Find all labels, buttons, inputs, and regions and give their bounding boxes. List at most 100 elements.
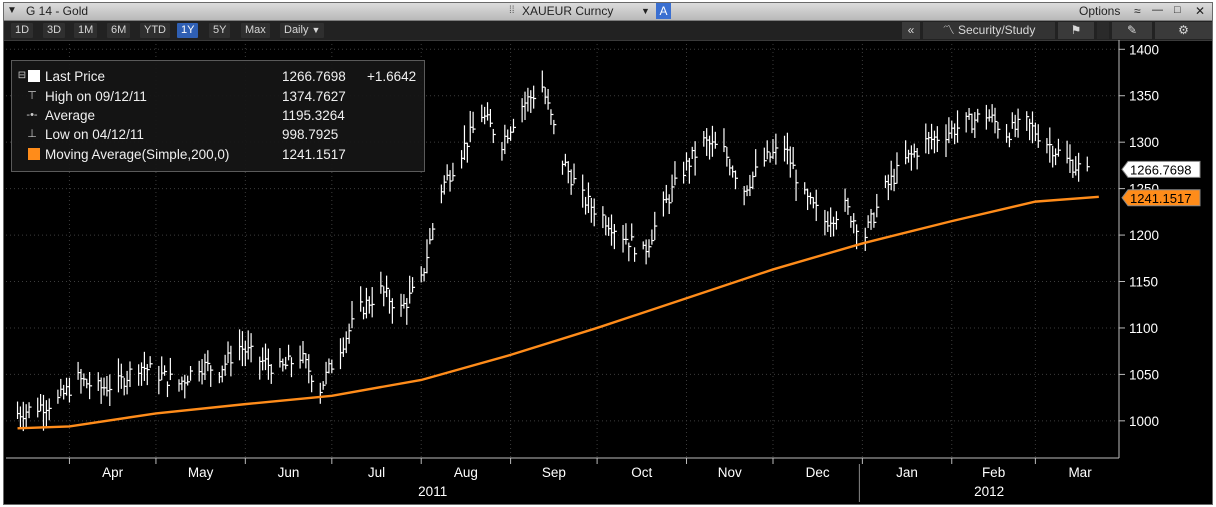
toolbar-separator <box>1097 22 1109 39</box>
price-bar-2011-05-24 <box>221 365 225 383</box>
chevron-down-icon: ▼ <box>311 25 321 35</box>
price-bar-2012-03-06 <box>1049 127 1053 163</box>
price-bar-2011-07-27 <box>406 298 410 325</box>
collapse-icon[interactable]: ≈ <box>1134 4 1141 18</box>
price-bar-2011-08-10 <box>446 164 450 181</box>
price-bar-2011-09-27 <box>584 196 589 215</box>
price-bar-2011-09-15 <box>550 109 554 125</box>
price-bar-2011-06-22 <box>305 353 309 369</box>
last-price-swatch <box>28 70 40 82</box>
price-bar-2011-10-27 <box>671 174 675 203</box>
options-button[interactable]: Options <box>1079 4 1121 18</box>
price-bar-2011-06-27 <box>319 382 323 404</box>
price-bar-2011-11-11 <box>714 131 718 149</box>
price-bar-2011-11-22 <box>746 185 750 197</box>
price-bar-2011-08-23 <box>484 106 488 125</box>
price-bar-2011-04-13 <box>103 377 107 396</box>
price-bar-2012-02-24 <box>1017 108 1021 138</box>
range-max-button[interactable]: Max <box>241 23 270 38</box>
expand-icon[interactable]: ⊟ <box>17 70 27 81</box>
range-5y-button[interactable]: 5Y <box>209 23 231 38</box>
price-bar-2011-04-05 <box>80 368 84 394</box>
price-bar-2012-01-04 <box>870 208 874 230</box>
average-marker-icon: -•- <box>26 109 38 121</box>
price-bar-2011-12-12 <box>804 182 808 195</box>
minimize-icon[interactable]: — <box>1152 4 1163 16</box>
price-bar-2011-10-11 <box>625 223 629 245</box>
price-bar-2011-03-23 <box>42 394 46 431</box>
price-bar-2011-11-29 <box>766 140 770 160</box>
price-bar-2011-11-14 <box>723 128 727 153</box>
price-bar-2011-11-18 <box>734 170 739 190</box>
price-bar-2011-05-25 <box>224 354 228 376</box>
price-bar-2011-04-04 <box>77 361 81 380</box>
price-bar-2011-05-30 <box>238 329 243 361</box>
price-bar-2011-11-15 <box>726 147 730 167</box>
price-bar-2011-07-05 <box>342 337 346 357</box>
price-bar-2011-06-03 <box>250 333 254 363</box>
price-bar-2011-05-03 <box>161 356 165 381</box>
range-ytd-button[interactable]: YTD <box>140 23 170 38</box>
security-tag[interactable]: A <box>656 3 671 19</box>
price-bar-2012-01-24 <box>928 131 932 155</box>
gear-icon[interactable]: ⚙ <box>1155 22 1212 39</box>
price-bar-2011-04-19 <box>120 363 124 389</box>
range-3d-button[interactable]: 3D <box>43 23 66 38</box>
range-1m-button[interactable]: 1M <box>74 23 98 38</box>
price-bar-2011-09-01 <box>509 126 514 141</box>
y-tick-label-1350: 1350 <box>1129 89 1159 104</box>
price-bar-2011-12-13 <box>806 188 811 211</box>
x-tick-label-Nov: Nov <box>718 465 742 480</box>
price-bar-2011-07-13 <box>365 287 369 319</box>
security-study-button[interactable]: 〽 Security/Study <box>923 22 1055 39</box>
price-bar-2011-07-07 <box>348 323 352 344</box>
legend-high-label: High on 09/12/11 <box>45 89 147 104</box>
price-bar-2011-08-09 <box>443 175 447 195</box>
price-bar-2011-11-24 <box>752 171 756 190</box>
price-bar-2011-11-09 <box>708 135 713 160</box>
price-bar-2012-01-17 <box>907 149 912 163</box>
range-1y-button[interactable]: 1Y <box>177 23 199 38</box>
security-name[interactable]: XAUEUR Curncy <box>522 4 614 18</box>
maximize-icon[interactable]: □ <box>1174 4 1181 16</box>
price-bar-2011-08-12 <box>452 162 456 181</box>
price-bar-2011-10-24 <box>662 191 666 217</box>
price-bar-2011-08-18 <box>469 110 473 143</box>
security-dropdown-icon[interactable]: ▼ <box>641 6 650 16</box>
price-bar-2012-02-22 <box>1011 112 1015 129</box>
bookmark-icon[interactable]: ⚑ <box>1058 22 1094 39</box>
price-bar-2011-05-20 <box>210 365 214 387</box>
price-bar-2012-03-16 <box>1078 152 1082 182</box>
window-menu-icon[interactable]: ▼ <box>7 5 17 16</box>
price-bar-2011-08-22 <box>481 104 485 123</box>
price-bar-2011-05-31 <box>241 331 245 367</box>
double-chevron-left-icon[interactable]: « <box>902 22 920 39</box>
price-bar-2011-08-03 <box>426 239 430 274</box>
price-bar-2011-08-02 <box>423 268 427 282</box>
range-1d-button[interactable]: 1D <box>11 23 34 38</box>
price-bar-2011-07-01 <box>331 359 335 374</box>
y-tick-label-1200: 1200 <box>1129 228 1159 243</box>
price-bar-2011-04-29 <box>149 356 153 368</box>
price-bar-2011-04-08 <box>89 371 93 400</box>
price-bar-2012-03-13 <box>1069 144 1073 174</box>
legend[interactable]: ⊟ Last Price 1266.7698 +1.6642 ⊤ High on… <box>11 60 425 172</box>
y-tick-label-1300: 1300 <box>1129 135 1159 150</box>
price-bar-2011-04-12 <box>100 377 104 404</box>
price-bar-2011-10-05 <box>608 217 612 236</box>
price-bar-2011-04-11 <box>97 372 101 391</box>
frequency-dropdown[interactable]: Daily ▼ <box>280 23 325 38</box>
range-6m-button[interactable]: 6M <box>107 23 131 38</box>
price-bar-2012-01-31 <box>948 117 952 144</box>
edit-icon[interactable]: ✎ <box>1112 22 1152 39</box>
price-bar-2011-05-26 <box>227 341 231 363</box>
price-bar-2011-09-16 <box>553 119 557 135</box>
price-bar-2011-10-14 <box>633 247 638 262</box>
price-bar-2012-01-20 <box>916 148 920 170</box>
price-bar-2011-07-08 <box>351 301 355 329</box>
close-icon[interactable]: ✕ <box>1195 4 1206 18</box>
price-bar-2011-12-28 <box>850 215 854 228</box>
x-tick-label-Dec: Dec <box>806 465 830 480</box>
price-bar-2011-03-31 <box>65 377 70 396</box>
price-bar-2011-08-19 <box>472 111 476 134</box>
